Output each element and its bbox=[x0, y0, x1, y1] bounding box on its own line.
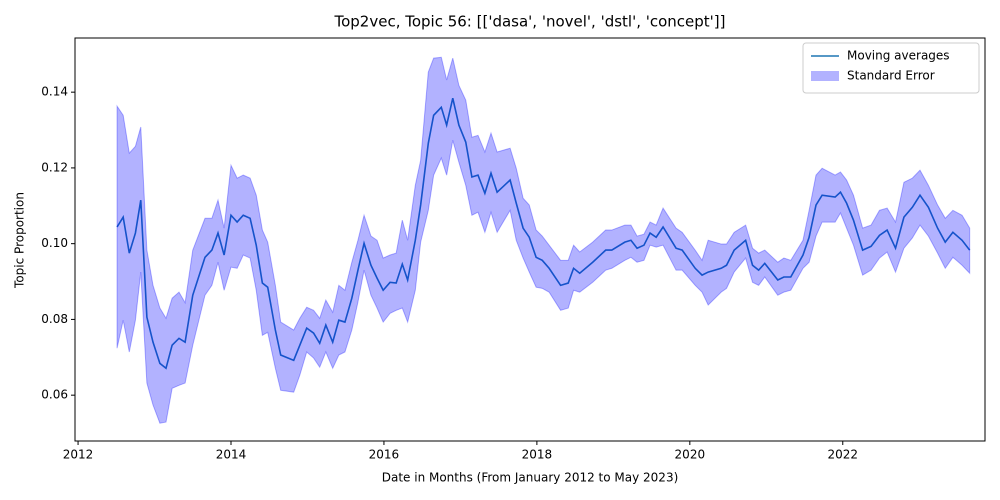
legend-label: Standard Error bbox=[847, 69, 935, 83]
x-tick-label: 2022 bbox=[827, 448, 858, 462]
legend-box bbox=[802, 42, 980, 94]
y-tick-label: 0.14 bbox=[41, 85, 68, 99]
x-tick-label: 2018 bbox=[522, 448, 553, 462]
legend-label: Moving averages bbox=[847, 49, 950, 63]
x-axis-label: Date in Months (From January 2012 to May… bbox=[382, 471, 679, 485]
x-tick-label: 2012 bbox=[63, 448, 94, 462]
y-tick-label: 0.10 bbox=[41, 236, 68, 250]
y-axis-label: Topic Proportion bbox=[13, 192, 27, 289]
x-tick-label: 2016 bbox=[369, 448, 400, 462]
legend-swatch bbox=[811, 71, 839, 81]
moving-average-line bbox=[116, 98, 971, 370]
chart-title: Top2vec, Topic 56: [['dasa', 'novel', 'd… bbox=[333, 13, 725, 31]
y-tick-label: 0.08 bbox=[41, 312, 68, 326]
error-band bbox=[116, 56, 971, 424]
plot-frame bbox=[74, 37, 986, 442]
y-tick-label: 0.12 bbox=[41, 160, 68, 174]
x-tick-label: 2014 bbox=[216, 448, 247, 462]
x-tick-label: 2020 bbox=[675, 448, 706, 462]
y-tick-label: 0.06 bbox=[41, 388, 68, 402]
